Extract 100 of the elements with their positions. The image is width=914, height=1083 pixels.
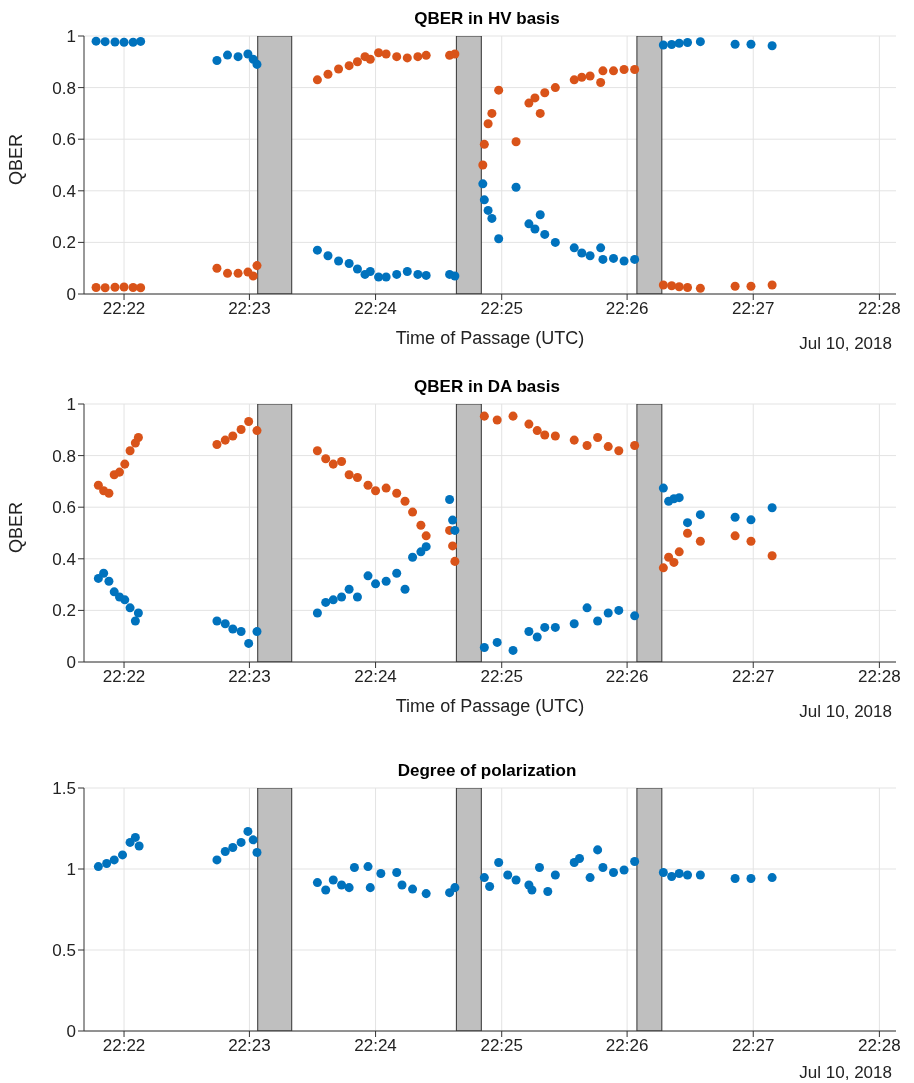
point: [569, 75, 579, 85]
point: [674, 38, 684, 48]
point: [479, 411, 489, 421]
point: [136, 283, 146, 293]
point: [450, 271, 460, 281]
point: [402, 267, 412, 277]
point: [100, 37, 110, 47]
point: [321, 885, 331, 895]
point: [767, 551, 777, 561]
point: [494, 858, 504, 868]
point: [328, 595, 338, 605]
point: [109, 855, 119, 865]
point: [252, 627, 262, 637]
y-axis-title: QBER: [6, 133, 27, 185]
point: [448, 541, 458, 551]
x-tick-label: 22:23: [228, 299, 271, 319]
point: [120, 595, 130, 605]
point: [212, 56, 222, 66]
x-tick-label: 22:22: [102, 667, 146, 687]
y-tick-label: 0.2: [52, 233, 76, 253]
point: [212, 616, 222, 626]
point: [695, 37, 705, 47]
point: [582, 441, 592, 451]
point: [130, 832, 140, 842]
point: [596, 77, 606, 87]
point: [695, 536, 705, 546]
point: [365, 883, 375, 893]
point: [392, 488, 402, 498]
point: [550, 431, 560, 441]
point: [212, 855, 222, 865]
point: [550, 870, 560, 880]
point: [603, 608, 613, 618]
y-tick-label: 0.5: [52, 941, 76, 961]
point: [479, 643, 489, 653]
point: [527, 885, 537, 895]
point: [114, 467, 125, 477]
point: [608, 66, 619, 76]
point: [252, 847, 262, 857]
point: [344, 61, 354, 71]
x-tick-label: 22:25: [480, 667, 523, 687]
point: [312, 878, 322, 888]
x-tick-label: 22:24: [354, 299, 397, 319]
point: [532, 426, 542, 436]
point: [421, 531, 431, 541]
point: [392, 868, 402, 878]
point: [352, 473, 362, 483]
point: [334, 64, 344, 74]
point: [658, 483, 668, 493]
point: [483, 205, 493, 215]
point: [746, 281, 756, 291]
point: [608, 253, 619, 263]
point: [110, 37, 120, 47]
x-tick-label: 22:28: [858, 667, 901, 687]
point: [669, 557, 679, 567]
point: [337, 880, 347, 890]
point: [630, 611, 640, 621]
point: [99, 568, 109, 578]
point: [511, 875, 521, 885]
point: [492, 415, 502, 425]
point: [118, 850, 128, 860]
point: [582, 603, 592, 613]
y-tick-label: 1: [66, 27, 76, 47]
point: [337, 592, 347, 602]
x-tick-label: 22:26: [605, 667, 649, 687]
point: [478, 160, 488, 170]
point: [220, 619, 230, 629]
point: [421, 270, 431, 280]
point: [450, 883, 460, 893]
point: [574, 853, 585, 863]
point: [630, 65, 640, 75]
point: [577, 248, 587, 258]
point: [511, 137, 521, 147]
point: [603, 442, 613, 452]
point: [619, 256, 629, 266]
point: [352, 264, 362, 274]
y-tick-label: 0.2: [52, 601, 76, 621]
point: [448, 515, 458, 525]
y-axis-title: QBER: [6, 501, 27, 553]
point: [223, 50, 233, 60]
point: [450, 556, 460, 566]
point: [252, 59, 262, 69]
point: [483, 119, 493, 129]
chart-title: QBER in DA basis: [414, 377, 560, 396]
point: [220, 847, 230, 857]
point: [328, 875, 338, 885]
point: [352, 592, 362, 602]
point: [397, 880, 407, 890]
x-tick-label: 22:25: [480, 299, 523, 319]
point: [730, 39, 740, 49]
point: [524, 419, 534, 429]
point: [93, 573, 103, 583]
point: [695, 283, 705, 293]
point: [321, 454, 331, 464]
x-tick-label: 22:26: [605, 1036, 649, 1056]
point: [485, 881, 495, 891]
point: [535, 108, 545, 118]
point: [585, 873, 595, 883]
point: [730, 281, 740, 291]
point: [598, 254, 608, 264]
point: [321, 597, 331, 607]
